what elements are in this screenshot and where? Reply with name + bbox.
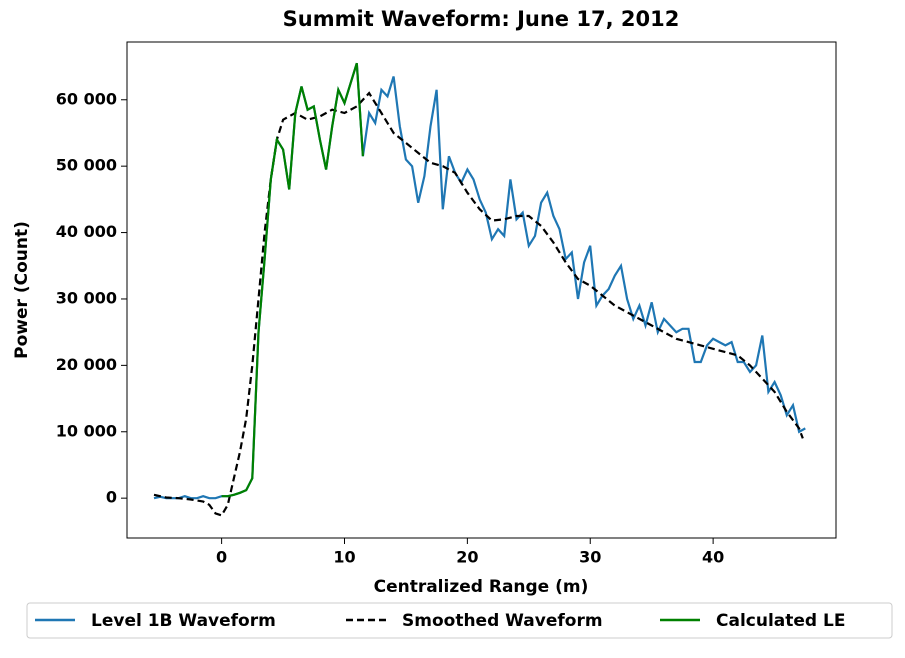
y-tick-label: 0 xyxy=(106,488,117,507)
legend-label: Level 1B Waveform xyxy=(91,611,276,631)
y-tick-label: 30 000 xyxy=(56,288,117,307)
legend-box xyxy=(26,602,893,639)
plot-frame xyxy=(126,41,837,539)
legend-label: Calculated LE xyxy=(716,611,845,631)
data-line xyxy=(153,62,806,500)
y-tick-label: 10 000 xyxy=(56,421,117,440)
data-line xyxy=(221,62,364,498)
x-axis-label: Centralized Range (m) xyxy=(374,577,589,597)
y-axis-label: Power (Count) xyxy=(12,221,32,359)
legend-label: Smoothed Waveform xyxy=(402,611,603,631)
y-tick-label: 40 000 xyxy=(56,222,117,241)
x-tick-label: 30 xyxy=(579,548,601,567)
chart-title: Summit Waveform: June 17, 2012 xyxy=(283,7,680,31)
x-tick-label: 10 xyxy=(333,548,355,567)
y-tick-label: 20 000 xyxy=(56,355,117,374)
data-line xyxy=(153,91,804,517)
x-tick-label: 0 xyxy=(216,548,227,567)
x-tick-label: 40 xyxy=(702,548,724,567)
y-tick-label: 50 000 xyxy=(56,156,117,175)
y-tick-label: 60 000 xyxy=(56,89,117,108)
x-tick-label: 20 xyxy=(456,548,478,567)
